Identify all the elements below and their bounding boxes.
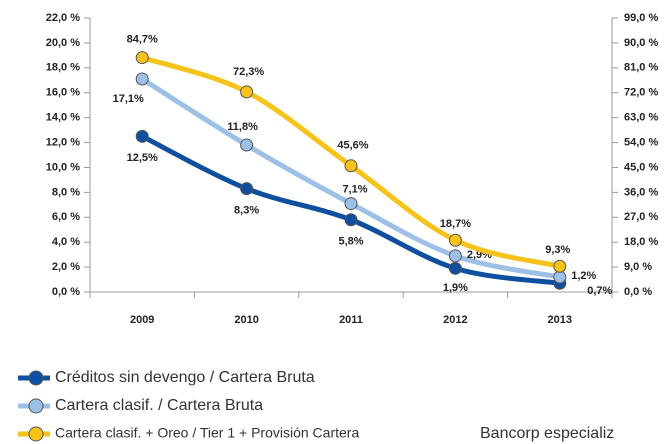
- y-tick-label: 2,0 %: [52, 261, 80, 273]
- y2-tick-label: 27,0 %: [624, 211, 658, 223]
- legend-label: Créditos sin devengo / Cartera Bruta: [55, 369, 315, 386]
- point: [553, 270, 567, 284]
- point: [135, 129, 149, 143]
- value-label: 5,8%: [338, 236, 363, 248]
- y2-tick-label: 72,0 %: [624, 87, 658, 99]
- value-label: 8,3%: [234, 205, 259, 217]
- value-label: 72,3%: [233, 66, 264, 78]
- point: [135, 72, 149, 86]
- legend-label: Cartera clasif. + Oreo / Tier 1 + Provis…: [55, 425, 359, 441]
- value-label: 45,6%: [337, 140, 368, 152]
- x-tick-label: 2011: [339, 314, 363, 326]
- y2-tick-label: 0,0 %: [624, 286, 652, 298]
- value-label: 17,1%: [113, 93, 144, 105]
- x-tick-label: 2010: [234, 314, 258, 326]
- y-tick-label: 20,0 %: [46, 37, 80, 49]
- value-label: 84,7%: [127, 33, 158, 45]
- y-tick-label: 16,0 %: [46, 87, 80, 99]
- legend-marker: [28, 398, 44, 414]
- y-tick-label: 6,0 %: [52, 211, 80, 223]
- legend-marker: [28, 426, 44, 442]
- y2-tick-label: 18,0 %: [624, 236, 658, 248]
- y2-tick-label: 99,0 %: [624, 12, 658, 24]
- point: [448, 233, 462, 247]
- y-tick-label: 8,0 %: [52, 186, 80, 198]
- y-tick-label: 12,0 %: [46, 136, 80, 148]
- point: [448, 261, 462, 275]
- x-tick-label: 2009: [130, 314, 154, 326]
- x-tick-label: 2013: [548, 314, 572, 326]
- point: [240, 85, 254, 99]
- point: [344, 213, 358, 227]
- point: [448, 249, 462, 263]
- value-label: 11,8%: [227, 121, 258, 133]
- value-label: 0,7%: [587, 285, 612, 297]
- value-label: 12,5%: [127, 152, 158, 164]
- point: [553, 259, 567, 273]
- point: [240, 182, 254, 196]
- y2-tick-label: 9,0 %: [624, 261, 652, 273]
- side-text: Bancorp especializ: [480, 425, 614, 442]
- y-tick-label: 10,0 %: [46, 161, 80, 173]
- point: [135, 51, 149, 65]
- y2-tick-label: 45,0 %: [624, 161, 658, 173]
- legend-marker: [28, 370, 44, 386]
- value-label: 1,9%: [443, 282, 468, 294]
- y-tick-label: 0,0 %: [52, 286, 80, 298]
- y2-tick-label: 54,0 %: [624, 136, 658, 148]
- y-tick-label: 18,0 %: [46, 62, 80, 74]
- point: [344, 197, 358, 211]
- value-label: 18,7%: [440, 218, 471, 230]
- value-label: 9,3%: [545, 244, 570, 256]
- y2-tick-label: 90,0 %: [624, 37, 658, 49]
- value-label: 7,1%: [342, 183, 367, 195]
- x-tick-label: 2012: [443, 314, 467, 326]
- value-label: 1,2%: [571, 270, 596, 282]
- legend-label: Cartera clasif. / Cartera Bruta: [55, 397, 263, 414]
- y-tick-label: 22,0 %: [46, 12, 80, 24]
- y-tick-label: 14,0 %: [46, 112, 80, 124]
- y2-tick-label: 63,0 %: [624, 112, 658, 124]
- y2-tick-label: 81,0 %: [624, 62, 658, 74]
- y2-tick-label: 36,0 %: [624, 186, 658, 198]
- point: [240, 138, 254, 152]
- y-tick-label: 4,0 %: [52, 236, 80, 248]
- point: [344, 159, 358, 173]
